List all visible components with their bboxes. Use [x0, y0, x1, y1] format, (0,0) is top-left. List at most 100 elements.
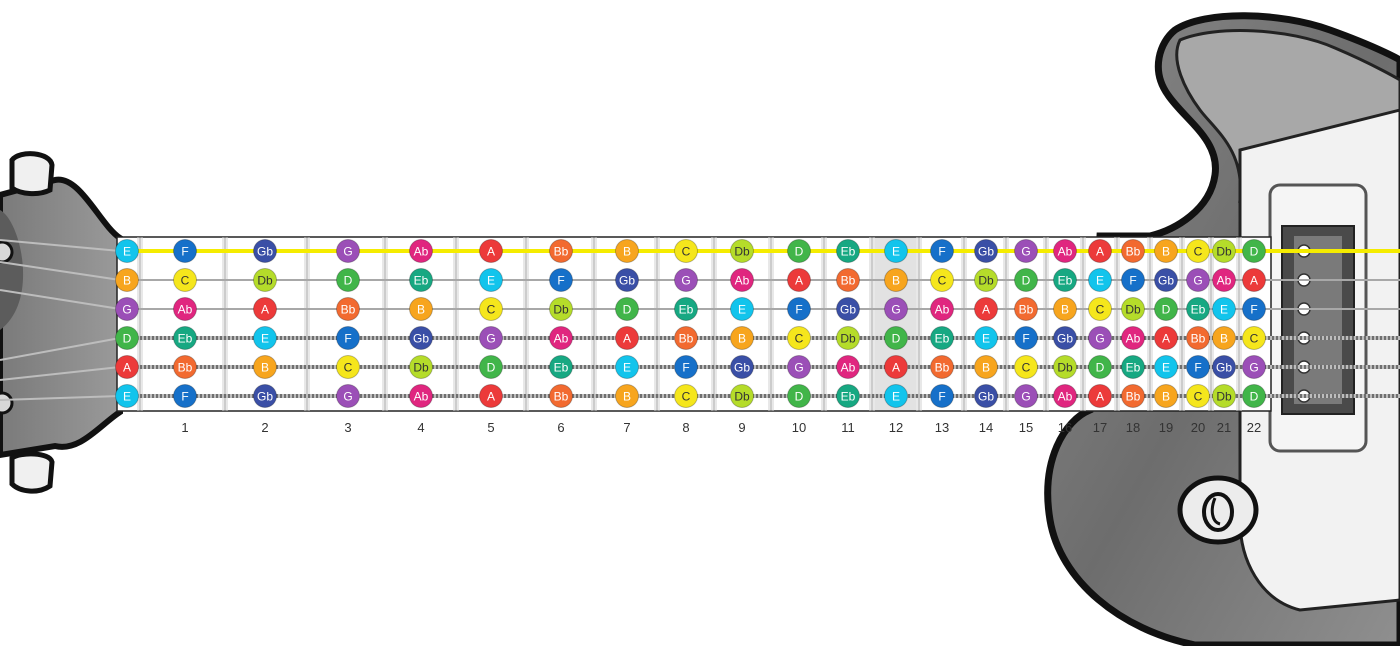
- note-marker[interactable]: E: [253, 326, 277, 350]
- note-marker[interactable]: Db: [1121, 297, 1145, 321]
- note-marker[interactable]: G: [479, 326, 503, 350]
- note-marker[interactable]: Gb: [1154, 268, 1178, 292]
- note-marker[interactable]: Eb: [1186, 297, 1210, 321]
- note-marker[interactable]: C: [173, 268, 197, 292]
- note-marker[interactable]: Gb: [1212, 355, 1236, 379]
- note-marker[interactable]: Ab: [173, 297, 197, 321]
- note-marker[interactable]: E: [479, 268, 503, 292]
- note-marker[interactable]: Gb: [974, 239, 998, 263]
- note-marker[interactable]: Gb: [1053, 326, 1077, 350]
- note-marker[interactable]: Eb: [1053, 268, 1077, 292]
- note-marker[interactable]: F: [1121, 268, 1145, 292]
- note-marker[interactable]: Bb: [173, 355, 197, 379]
- note-marker[interactable]: Bb: [674, 326, 698, 350]
- note-marker[interactable]: E: [615, 355, 639, 379]
- note-marker[interactable]: F: [1186, 355, 1210, 379]
- note-marker[interactable]: E: [1088, 268, 1112, 292]
- note-marker[interactable]: Bb: [549, 239, 573, 263]
- note-marker[interactable]: D: [336, 268, 360, 292]
- note-marker[interactable]: Ab: [409, 239, 433, 263]
- note-marker[interactable]: C: [674, 384, 698, 408]
- note-marker[interactable]: B: [1053, 297, 1077, 321]
- note-marker[interactable]: Eb: [930, 326, 954, 350]
- note-marker[interactable]: Bb: [930, 355, 954, 379]
- note-marker[interactable]: Eb: [409, 268, 433, 292]
- note-marker[interactable]: A: [787, 268, 811, 292]
- note-marker[interactable]: D: [1242, 384, 1266, 408]
- note-marker[interactable]: G: [674, 268, 698, 292]
- note-marker[interactable]: C: [479, 297, 503, 321]
- note-marker[interactable]: G: [884, 297, 908, 321]
- note-marker[interactable]: G: [1242, 355, 1266, 379]
- note-marker[interactable]: Gb: [974, 384, 998, 408]
- note-marker[interactable]: A: [115, 355, 139, 379]
- note-marker[interactable]: E: [1154, 355, 1178, 379]
- note-marker[interactable]: Db: [836, 326, 860, 350]
- note-marker[interactable]: F: [336, 326, 360, 350]
- note-marker[interactable]: D: [1154, 297, 1178, 321]
- note-marker[interactable]: Bb: [1121, 239, 1145, 263]
- note-marker[interactable]: F: [930, 239, 954, 263]
- note-marker[interactable]: C: [787, 326, 811, 350]
- note-marker[interactable]: A: [974, 297, 998, 321]
- note-marker[interactable]: D: [479, 355, 503, 379]
- note-marker[interactable]: E: [884, 239, 908, 263]
- note-marker[interactable]: F: [1014, 326, 1038, 350]
- note-marker[interactable]: Bb: [1014, 297, 1038, 321]
- note-marker[interactable]: D: [787, 239, 811, 263]
- note-marker[interactable]: D: [884, 326, 908, 350]
- note-marker[interactable]: G: [1014, 239, 1038, 263]
- note-marker[interactable]: D: [1088, 355, 1112, 379]
- note-marker[interactable]: A: [479, 239, 503, 263]
- note-marker[interactable]: E: [730, 297, 754, 321]
- note-marker[interactable]: E: [115, 239, 139, 263]
- note-marker[interactable]: A: [253, 297, 277, 321]
- note-marker[interactable]: B: [730, 326, 754, 350]
- note-marker[interactable]: E: [1212, 297, 1236, 321]
- note-marker[interactable]: Bb: [836, 268, 860, 292]
- note-marker[interactable]: D: [615, 297, 639, 321]
- note-marker[interactable]: Ab: [409, 384, 433, 408]
- note-marker[interactable]: B: [115, 268, 139, 292]
- note-marker[interactable]: B: [1212, 326, 1236, 350]
- note-marker[interactable]: C: [674, 239, 698, 263]
- note-marker[interactable]: B: [409, 297, 433, 321]
- note-marker[interactable]: Gb: [409, 326, 433, 350]
- note-marker[interactable]: Gb: [836, 297, 860, 321]
- note-marker[interactable]: G: [1014, 384, 1038, 408]
- note-marker[interactable]: Gb: [253, 384, 277, 408]
- note-marker[interactable]: A: [479, 384, 503, 408]
- note-marker[interactable]: Gb: [730, 355, 754, 379]
- note-marker[interactable]: B: [1154, 239, 1178, 263]
- note-marker[interactable]: A: [884, 355, 908, 379]
- note-marker[interactable]: Eb: [836, 239, 860, 263]
- note-marker[interactable]: G: [115, 297, 139, 321]
- note-marker[interactable]: Bb: [1186, 326, 1210, 350]
- note-marker[interactable]: C: [1186, 239, 1210, 263]
- note-marker[interactable]: A: [1088, 384, 1112, 408]
- note-marker[interactable]: Db: [549, 297, 573, 321]
- note-marker[interactable]: Eb: [836, 384, 860, 408]
- note-marker[interactable]: D: [1242, 239, 1266, 263]
- note-marker[interactable]: Db: [730, 384, 754, 408]
- note-marker[interactable]: F: [549, 268, 573, 292]
- note-marker[interactable]: A: [1088, 239, 1112, 263]
- note-marker[interactable]: Ab: [1053, 239, 1077, 263]
- note-marker[interactable]: Ab: [1212, 268, 1236, 292]
- note-marker[interactable]: F: [173, 384, 197, 408]
- note-marker[interactable]: A: [1154, 326, 1178, 350]
- note-marker[interactable]: B: [615, 384, 639, 408]
- note-marker[interactable]: G: [336, 384, 360, 408]
- note-marker[interactable]: B: [884, 268, 908, 292]
- note-marker[interactable]: F: [787, 297, 811, 321]
- note-marker[interactable]: Db: [1212, 239, 1236, 263]
- note-marker[interactable]: Eb: [549, 355, 573, 379]
- note-marker[interactable]: B: [974, 355, 998, 379]
- note-marker[interactable]: Db: [1053, 355, 1077, 379]
- note-marker[interactable]: Db: [730, 239, 754, 263]
- note-marker[interactable]: Bb: [336, 297, 360, 321]
- note-marker[interactable]: Bb: [549, 384, 573, 408]
- note-marker[interactable]: F: [674, 355, 698, 379]
- note-marker[interactable]: Eb: [1121, 355, 1145, 379]
- note-marker[interactable]: A: [1242, 268, 1266, 292]
